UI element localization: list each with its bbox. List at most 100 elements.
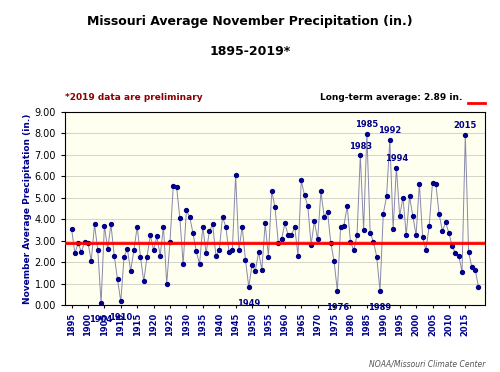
Point bbox=[130, 247, 138, 253]
Point bbox=[452, 250, 460, 256]
Point bbox=[300, 192, 308, 198]
Point bbox=[182, 208, 190, 214]
Point bbox=[114, 276, 122, 282]
Text: 1989: 1989 bbox=[368, 303, 392, 312]
Point bbox=[143, 254, 151, 260]
Text: Long-term average: 2.89 in.: Long-term average: 2.89 in. bbox=[320, 93, 462, 102]
Point bbox=[133, 224, 141, 230]
Point bbox=[162, 280, 170, 286]
Point bbox=[370, 239, 378, 245]
Point bbox=[416, 181, 424, 187]
Point bbox=[176, 215, 184, 221]
Point bbox=[435, 211, 443, 217]
Point bbox=[278, 237, 285, 243]
Point bbox=[376, 288, 384, 294]
Point bbox=[232, 172, 239, 178]
Point bbox=[310, 218, 318, 224]
Point bbox=[353, 232, 361, 238]
Point bbox=[156, 253, 164, 259]
Point bbox=[120, 254, 128, 260]
Point bbox=[399, 195, 407, 201]
Point bbox=[97, 300, 105, 306]
Point bbox=[324, 209, 332, 215]
Point bbox=[94, 247, 102, 253]
Point bbox=[455, 253, 463, 259]
Point bbox=[126, 268, 134, 274]
Text: Missouri Average November Precipitation (in.): Missouri Average November Precipitation … bbox=[87, 15, 413, 28]
Point bbox=[389, 226, 397, 232]
Text: 1994: 1994 bbox=[385, 154, 408, 163]
Point bbox=[170, 183, 177, 189]
Point bbox=[261, 220, 269, 226]
Point bbox=[222, 224, 230, 230]
Point bbox=[432, 181, 440, 187]
Text: 1985: 1985 bbox=[355, 120, 378, 129]
Point bbox=[425, 222, 433, 228]
Point bbox=[464, 249, 472, 255]
Point bbox=[284, 232, 292, 238]
Point bbox=[107, 221, 115, 227]
Point bbox=[71, 250, 79, 256]
Point bbox=[136, 254, 144, 260]
Point bbox=[288, 232, 296, 238]
Point bbox=[297, 177, 305, 183]
Point bbox=[202, 250, 210, 256]
Point bbox=[192, 248, 200, 254]
Point bbox=[409, 213, 417, 219]
Point bbox=[186, 214, 194, 220]
Text: 1976: 1976 bbox=[326, 303, 349, 312]
Point bbox=[104, 246, 112, 252]
Point bbox=[382, 193, 390, 199]
Point bbox=[258, 267, 266, 273]
Point bbox=[208, 221, 216, 227]
Point bbox=[80, 239, 88, 245]
Point bbox=[366, 230, 374, 236]
Point bbox=[117, 298, 125, 304]
Point bbox=[402, 232, 410, 238]
Point bbox=[340, 222, 348, 228]
Point bbox=[100, 222, 108, 228]
Point bbox=[468, 264, 476, 270]
Point bbox=[307, 242, 315, 248]
Point bbox=[268, 188, 276, 194]
Point bbox=[238, 224, 246, 230]
Text: 2015: 2015 bbox=[454, 121, 477, 130]
Point bbox=[448, 243, 456, 249]
Point bbox=[422, 247, 430, 253]
Point bbox=[172, 184, 180, 190]
Point bbox=[406, 193, 413, 199]
Point bbox=[346, 239, 354, 245]
Point bbox=[245, 284, 252, 290]
Point bbox=[84, 240, 92, 246]
Point bbox=[189, 230, 197, 236]
Point bbox=[458, 269, 466, 275]
Point bbox=[343, 203, 351, 209]
Point bbox=[330, 258, 338, 264]
Point bbox=[418, 234, 426, 240]
Text: 1983: 1983 bbox=[349, 142, 372, 151]
Point bbox=[442, 219, 450, 225]
Point bbox=[474, 284, 482, 290]
Point bbox=[225, 249, 233, 255]
Point bbox=[218, 214, 226, 220]
Point bbox=[290, 224, 298, 230]
Text: NOAA/Missouri Climate Center: NOAA/Missouri Climate Center bbox=[368, 359, 485, 368]
Point bbox=[87, 258, 95, 264]
Point bbox=[78, 249, 86, 255]
Point bbox=[380, 211, 388, 217]
Point bbox=[166, 239, 174, 245]
Point bbox=[212, 253, 220, 259]
Point bbox=[90, 221, 98, 227]
Point bbox=[235, 247, 243, 253]
Point bbox=[179, 261, 187, 267]
Point bbox=[254, 249, 262, 255]
Point bbox=[350, 247, 358, 253]
Point bbox=[471, 267, 479, 273]
Point bbox=[392, 165, 400, 171]
Point bbox=[336, 224, 344, 230]
Point bbox=[445, 230, 453, 236]
Point bbox=[150, 247, 158, 253]
Point bbox=[68, 226, 76, 232]
Point bbox=[228, 247, 236, 253]
Point bbox=[124, 246, 132, 252]
